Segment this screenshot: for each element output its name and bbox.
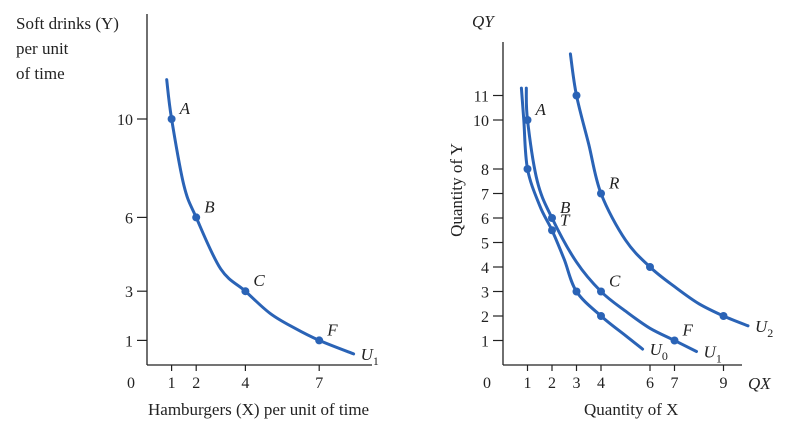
right-plot-area: T U0 A B C F U1 R U2 [519,52,773,366]
left-x-tick-label-2: 2 [192,375,200,392]
right-y-tick-label-1: 1 [481,334,489,351]
right-point-label-b: B [560,198,571,217]
right-y-tick-label-7: 7 [481,187,489,204]
right-x-tick-label-9: 9 [720,375,728,392]
right-x-axis-title: QX [748,374,771,393]
right-x-tick-label-4: 4 [597,375,605,392]
right-point-u2-3 [719,312,728,320]
right-point-c [597,287,605,296]
right-point-label-t: T [560,210,571,229]
right-point-r [597,189,605,198]
left-y-axis-label-line-1: Soft drinks (Y) [16,14,119,33]
left-point-b [192,213,201,222]
right-x-axis-label: Quantity of X [584,400,678,419]
left-origin-label: 0 [127,375,135,392]
right-y-tick-label-4: 4 [481,260,489,277]
right-curve-u2 [568,52,750,328]
right-y-axis-title: QY [472,12,495,31]
right-curve-label-u2: U2 [755,317,773,340]
left-curve-u1 [165,78,356,356]
right-point-u0-0 [523,165,532,173]
right-curve-label-u0: U0 [650,340,668,363]
right-point-u2-2 [646,263,654,271]
left-point-c [241,287,250,296]
right-y-tick-label-3: 3 [481,285,489,302]
left-point-label-c: C [253,271,265,290]
right-point-label-f: F [682,321,694,340]
left-point-label-f: F [326,320,338,339]
left-y-tick-label-3: 3 [125,284,133,301]
left-point-f [315,336,324,345]
right-x-tick-label-2: 2 [548,375,556,392]
right-point-f [670,336,679,345]
right-point-label-c: C [609,272,621,291]
right-y-tick-label-5: 5 [481,236,489,253]
right-y-tick-label-8: 8 [481,162,489,179]
left-x-axis-label: Hamburgers (X) per unit of time [148,400,369,419]
left-y-axis-label-line-3: of time [16,64,65,83]
right-y-tick-label-2: 2 [481,309,489,326]
left-curve-label-u1: U1 [361,345,379,368]
left-y-tick-label-1: 1 [125,333,133,350]
left-x-tick-label-1: 1 [168,375,176,392]
right-point-t [548,226,556,235]
right-point-u0-2 [572,287,581,296]
left-plot-area: A B C F U1 [165,78,379,368]
right-x-tick-label-3: 3 [573,375,581,392]
right-point-u0-3 [597,312,605,320]
left-y-tick-label-10: 10 [117,112,133,129]
right-y-tick-label-6: 6 [481,211,489,228]
left-point-label-b: B [204,197,215,216]
right-curve-u0 [519,86,645,351]
left-x-tick-label-7: 7 [315,375,323,392]
right-point-label-a: A [535,100,547,119]
right-y-axis-label: Quantity of Y [447,143,466,237]
right-y-tick-label-11: 11 [474,89,489,106]
right-curve-label-u1: U1 [704,343,722,366]
left-y-axis-label-line-2: per unit [16,39,69,58]
left-y-tick-label-6: 6 [125,210,133,227]
right-x-tick-label-7: 7 [671,375,679,392]
right-y-tick-label-10: 10 [473,113,489,130]
right-curve-u1 [524,86,698,353]
right-x-tick-label-1: 1 [524,375,532,392]
left-point-label-a: A [179,99,191,118]
right-x-tick-label-6: 6 [646,375,654,392]
right-point-a [523,116,532,124]
left-point-a [167,115,176,123]
left-x-tick-label-4: 4 [241,375,249,392]
right-point-label-r: R [608,174,620,193]
right-point-b [548,214,556,222]
right-origin-label: 0 [483,375,491,392]
right-point-u2-0 [572,91,581,100]
